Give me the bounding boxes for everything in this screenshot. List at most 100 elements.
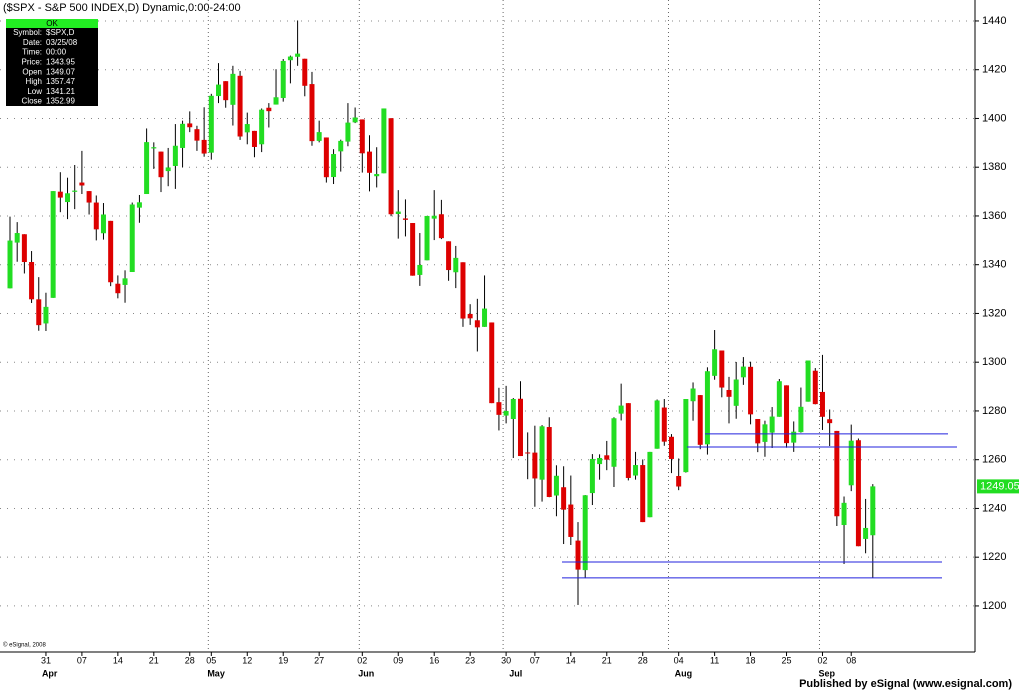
y-tick-label: 1240: [982, 502, 1006, 514]
candle-body: [827, 419, 833, 424]
candle-body: [65, 193, 71, 203]
candle-body: [539, 426, 545, 480]
y-tick-label: 1260: [982, 454, 1006, 466]
candle-body: [295, 53, 301, 57]
x-tick-label: 09: [393, 655, 403, 665]
candle-body: [561, 487, 567, 510]
info-value: 1357.47: [46, 77, 75, 86]
y-tick-label: 1440: [982, 15, 1006, 27]
candle-body: [223, 81, 229, 101]
candle-body: [180, 123, 186, 148]
candle-body: [791, 431, 797, 443]
candle-body: [72, 190, 78, 192]
candle-body: [834, 430, 840, 517]
candle-body: [654, 400, 660, 449]
candle-body: [158, 151, 164, 178]
candle-body: [50, 191, 56, 298]
candle-body: [633, 465, 639, 476]
month-label: Jun: [358, 668, 374, 678]
candle-body: [798, 406, 804, 433]
info-value: 00:00: [46, 48, 67, 57]
candle-body: [625, 403, 631, 478]
candle-body: [704, 371, 710, 445]
candle-body: [784, 385, 790, 444]
candle-body: [338, 140, 344, 152]
candle-body: [489, 322, 495, 404]
candle-body: [647, 451, 653, 518]
candle-body: [870, 486, 876, 536]
x-tick-label: 27: [314, 655, 324, 665]
candle-body: [582, 495, 588, 571]
x-tick-label: 30: [501, 655, 511, 665]
candle-body: [697, 395, 703, 445]
candle-body: [597, 457, 603, 465]
info-status: OK: [46, 19, 58, 28]
candle-body: [668, 436, 674, 459]
info-value: 1349.07: [46, 67, 75, 76]
x-tick-label: 07: [530, 655, 540, 665]
info-value: 1343.95: [46, 58, 75, 67]
candle-body: [309, 84, 315, 142]
candle-body: [352, 117, 358, 123]
candle-body: [431, 215, 437, 219]
candle-body: [568, 504, 574, 537]
candle-body: [144, 142, 150, 195]
candle-body: [172, 145, 178, 166]
candle-body: [388, 118, 394, 215]
candle-body: [819, 391, 825, 417]
candle-body: [402, 218, 408, 220]
candle-body: [748, 366, 754, 415]
candle-body: [14, 233, 20, 243]
y-tick-label: 1400: [982, 112, 1006, 124]
candle-body: [244, 124, 250, 133]
candle-body: [237, 75, 243, 137]
candle-body: [841, 502, 847, 526]
info-key: Symbol:: [13, 28, 42, 37]
candle-body: [273, 97, 279, 105]
candle-body: [374, 174, 380, 177]
info-value: 1352.99: [46, 97, 75, 106]
x-tick-label: 14: [113, 655, 123, 665]
candle-body: [618, 405, 624, 414]
candle-body: [115, 283, 121, 294]
chart-title: ($SPX - S&P 500 INDEX,D) Dynamic,0:00-24…: [3, 2, 241, 14]
candle-body: [863, 527, 869, 539]
month-label: Jul: [509, 668, 522, 678]
candle-body: [726, 389, 732, 397]
candle-body: [194, 129, 200, 141]
candle-body: [517, 398, 523, 457]
x-tick-label: 12: [242, 655, 252, 665]
info-key: Date:: [23, 38, 42, 47]
y-tick-label: 1380: [982, 161, 1006, 173]
x-tick-label: 25: [782, 655, 792, 665]
info-key: Open: [22, 67, 42, 76]
candle-body: [482, 308, 488, 327]
candle-body: [424, 215, 430, 261]
candle-body: [129, 204, 135, 273]
info-key: Price:: [22, 58, 42, 67]
candle-body: [79, 182, 85, 186]
x-tick-label: 31: [41, 655, 51, 665]
candle-body: [216, 84, 222, 97]
candle-body: [503, 410, 509, 416]
candle-body: [395, 211, 401, 215]
candle-body: [661, 407, 667, 442]
candle-body: [381, 108, 387, 174]
y-tick-label: 1200: [982, 600, 1006, 612]
candle-body: [733, 379, 739, 406]
month-label: Sep: [818, 668, 835, 678]
candle-body: [345, 122, 351, 142]
y-tick-label: 1340: [982, 259, 1006, 271]
x-tick-label: 07: [77, 655, 87, 665]
candle-body: [86, 191, 92, 203]
candle-body: [611, 418, 617, 467]
candle-body: [187, 123, 193, 128]
info-key: Low: [27, 87, 42, 96]
candle-body: [410, 223, 416, 276]
candle-body: [367, 151, 372, 173]
candle-body: [855, 440, 861, 547]
candle-body: [208, 95, 214, 153]
x-tick-label: 08: [846, 655, 856, 665]
candle-body: [165, 167, 171, 172]
